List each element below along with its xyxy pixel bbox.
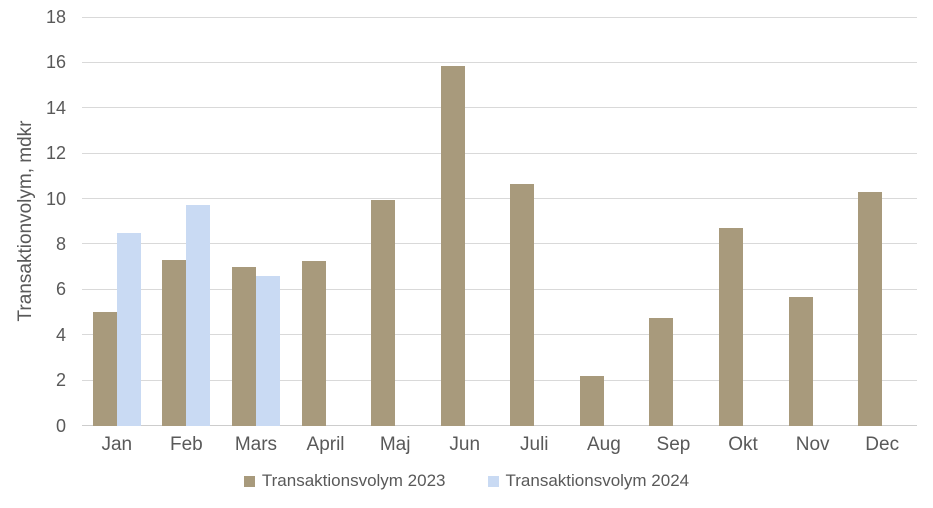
legend-swatch-icon xyxy=(243,475,255,487)
x-category-label: Dec xyxy=(865,434,900,455)
y-tick-label: 18 xyxy=(45,7,66,27)
bar-2024-jan xyxy=(116,232,141,426)
y-tick-label: 16 xyxy=(45,52,66,73)
y-axis-title: Transaktionvolym, mdkr xyxy=(15,120,36,322)
x-category-label: Mars xyxy=(234,434,278,455)
bar-2023-okt xyxy=(719,228,744,426)
y-tick-label: 12 xyxy=(45,143,66,164)
gridline xyxy=(82,152,917,154)
bar-2024-mars xyxy=(255,275,280,426)
y-tick-label: 0 xyxy=(55,415,66,436)
legend-item-2023: Transaktionsvolym 2023 xyxy=(243,471,446,491)
bar-2023-aug xyxy=(579,375,604,426)
bar-2023-nov xyxy=(788,297,813,426)
plot-area xyxy=(82,16,917,426)
legend-label: Transaktionsvolym 2023 xyxy=(261,471,446,490)
gridline xyxy=(82,198,917,200)
x-category-label: Feb xyxy=(170,434,203,455)
bar-2023-maj xyxy=(371,199,396,426)
bar-2023-mars xyxy=(231,266,256,426)
gridline xyxy=(82,334,917,336)
y-tick-label: 8 xyxy=(55,233,66,254)
legend-item-2024: Transaktionsvolym 2024 xyxy=(487,471,690,491)
x-category-label: April xyxy=(306,434,345,455)
legend-swatch-icon xyxy=(487,475,499,487)
bar-2023-jun xyxy=(440,65,465,426)
x-category-label: Maj xyxy=(379,434,411,455)
bar-2023-dec xyxy=(858,191,883,426)
y-tick-label: 4 xyxy=(55,324,66,345)
x-category-label: Okt xyxy=(728,434,758,455)
gridline xyxy=(82,107,917,109)
bar-2023-april xyxy=(301,260,326,426)
y-tick-label: 2 xyxy=(55,370,66,391)
x-category-label: Jan xyxy=(101,434,133,455)
bar-2023-sep xyxy=(649,317,674,426)
gridline xyxy=(82,61,917,63)
legend: Transaktionsvolym 2023 Transaktionsvolym … xyxy=(0,471,933,491)
bar-2024-feb xyxy=(186,205,211,426)
x-axis-line xyxy=(82,425,917,426)
gridline xyxy=(82,16,917,18)
gridline xyxy=(82,288,917,290)
x-category-label: Aug xyxy=(586,434,621,455)
y-tick-label: 10 xyxy=(45,188,66,209)
bar-2023-feb xyxy=(162,259,187,426)
bar-2023-juli xyxy=(510,183,535,426)
legend-label: Transaktionsvolym 2024 xyxy=(505,471,690,490)
bar-2023-jan xyxy=(92,312,117,426)
x-category-label: Jun xyxy=(449,434,481,455)
gridline xyxy=(82,379,917,381)
x-category-label: Sep xyxy=(656,434,691,455)
x-category-label: Juli xyxy=(520,434,549,455)
y-tick-label: 14 xyxy=(45,97,66,118)
x-category-label: Nov xyxy=(795,434,830,455)
y-tick-label: 6 xyxy=(55,279,66,300)
gridline xyxy=(82,243,917,245)
